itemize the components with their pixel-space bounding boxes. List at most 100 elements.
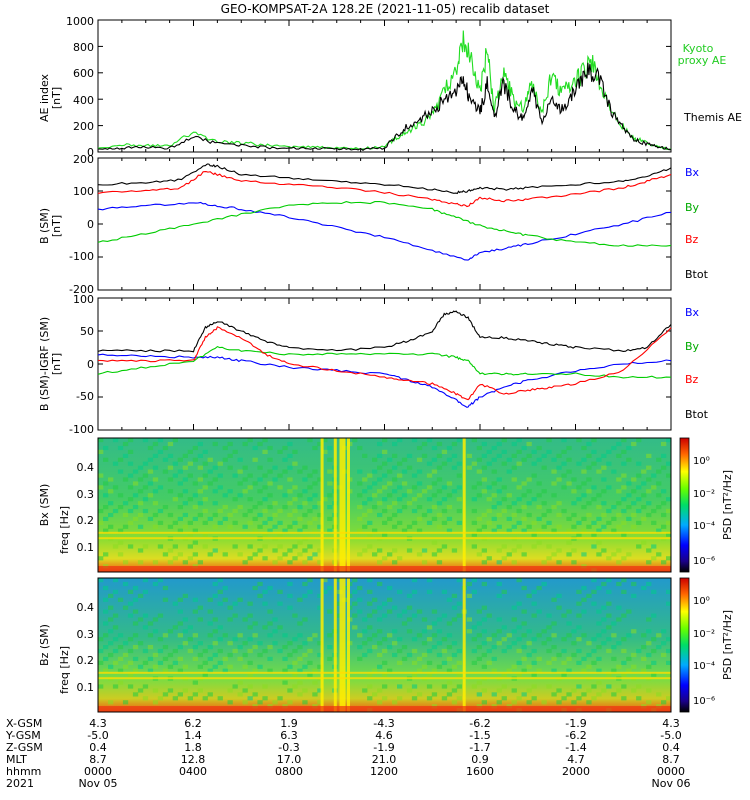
heatmap-cell (631, 593, 637, 598)
heatmap-cell (446, 621, 453, 626)
series-line-by (97, 200, 672, 247)
heatmap-cell (132, 621, 139, 626)
heatmap-cell (217, 648, 223, 654)
heatmap-cell (636, 508, 642, 514)
heatmap-cell (292, 613, 298, 618)
heatmap-cell (626, 516, 632, 521)
heatmap-cell (651, 648, 657, 654)
heatmap-cell (546, 449, 552, 454)
heatmap-cell (217, 625, 223, 630)
heatmap-cell (307, 660, 313, 665)
heatmap-cell (257, 641, 263, 646)
heatmap-cell (571, 548, 577, 553)
heatmap-cell (122, 581, 129, 587)
heatmap-cell (476, 609, 482, 614)
heatmap-cell (466, 465, 472, 470)
heatmap-cell (272, 700, 278, 705)
heatmap-cell (426, 637, 433, 642)
x-tick-value: 0.4 (89, 741, 107, 754)
heatmap-cell (441, 508, 448, 514)
heatmap-cell (566, 445, 572, 451)
heatmap-cell (202, 520, 208, 525)
heatmap-cell (541, 501, 547, 506)
heatmap-cell (556, 688, 562, 693)
heatmap-cell (207, 645, 213, 650)
heatmap-cell (127, 473, 134, 478)
heatmap-cell (387, 552, 393, 557)
heatmap-cell (197, 465, 203, 470)
heatmap-cell (98, 660, 104, 665)
heatmap-cell (182, 512, 188, 518)
heatmap-cell (167, 548, 174, 553)
heatmap-cell (132, 493, 139, 498)
heatmap-cell (621, 532, 627, 537)
heatmap-cell (486, 556, 492, 561)
heatmap-cell (541, 524, 547, 529)
heatmap-cell (551, 692, 557, 697)
heatmap-cell (262, 449, 268, 454)
heatmap-cell (516, 601, 522, 606)
heatmap-cell (476, 552, 482, 557)
heatmap-cell (362, 477, 368, 482)
heatmap-cell (591, 684, 597, 689)
heatmap-cell (531, 648, 537, 654)
heatmap-cell (481, 700, 487, 705)
heatmap-cell (202, 544, 208, 549)
heatmap-cell (476, 469, 482, 474)
heatmap-cell (666, 696, 671, 701)
heatmap-cell (586, 441, 592, 447)
heatmap-cell (122, 512, 129, 518)
heatmap-cell (656, 528, 662, 533)
heatmap-cell (322, 578, 328, 583)
panel-ae-frame (97, 19, 672, 153)
heatmap-cell (596, 609, 602, 614)
heatmap-cell (207, 656, 213, 661)
heatmap-cell (232, 544, 238, 549)
heatmap-cell (621, 438, 627, 443)
heatmap-cell (257, 652, 263, 658)
heatmap-cell (486, 613, 492, 618)
spec-bx-ytick-label: 0.4 (77, 461, 95, 474)
heatmap-cell (282, 552, 288, 557)
heatmap-cell (591, 497, 597, 502)
heatmap-cell (98, 508, 104, 514)
heatmap-cell (631, 512, 637, 518)
heatmap-cell (616, 524, 622, 529)
heatmap-cell (312, 516, 318, 521)
spec-bx-cbar-label: PSD [nT²/Hz] (721, 470, 734, 540)
heatmap-cell (287, 501, 293, 506)
heatmap-cell (172, 520, 178, 525)
heatmap-cell (357, 645, 363, 650)
heatmap-cell (167, 512, 174, 518)
heatmap-cell (456, 497, 462, 502)
heatmap-cell (152, 700, 159, 705)
heatmap-cell (257, 664, 263, 669)
heatmap-cell (312, 445, 318, 451)
heatmap-cell (127, 637, 134, 642)
heatmap-cell (372, 597, 378, 602)
heatmap-cell (656, 645, 662, 650)
heatmap-cell (416, 493, 423, 498)
heatmap-cell (661, 512, 667, 518)
heatmap-cell (531, 601, 537, 606)
heatmap-cell (117, 469, 124, 474)
heatmap-cell (387, 585, 393, 591)
heatmap-cell (646, 617, 652, 622)
heatmap-cell (446, 505, 453, 510)
heatmap-cell (98, 578, 104, 583)
heatmap-cell (162, 457, 169, 462)
heatmap-cell (352, 578, 358, 583)
heatmap-cell (372, 457, 378, 462)
heatmap-cell (247, 520, 253, 525)
heatmap-cell (481, 548, 487, 553)
heatmap-cell (187, 461, 193, 466)
heatmap-cell (287, 453, 293, 458)
heatmap-cell (531, 532, 537, 537)
heatmap-cell (197, 441, 203, 447)
heatmap-cell (641, 540, 647, 545)
heatmap-cell (392, 512, 398, 518)
heatmap-cell (302, 617, 308, 622)
heatmap-cell (636, 544, 642, 549)
heatmap-cell (621, 613, 627, 618)
